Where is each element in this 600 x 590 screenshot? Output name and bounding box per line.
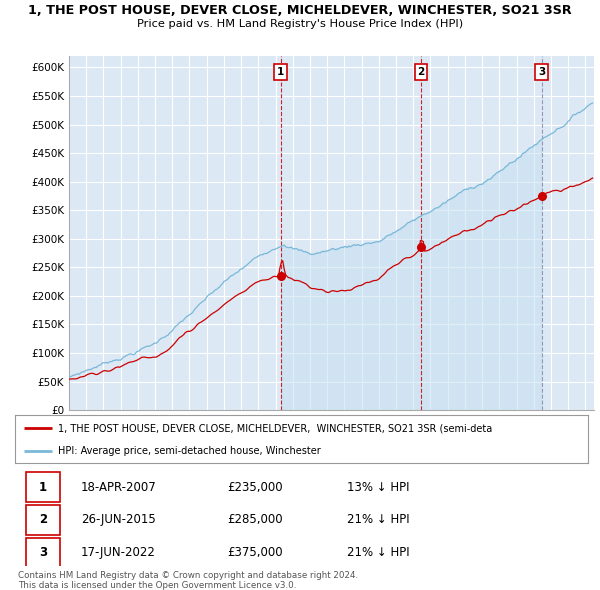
Text: 17-JUN-2022: 17-JUN-2022 [81,546,156,559]
Text: Contains HM Land Registry data © Crown copyright and database right 2024.
This d: Contains HM Land Registry data © Crown c… [18,571,358,590]
Text: 26-JUN-2015: 26-JUN-2015 [81,513,155,526]
Text: 2: 2 [39,513,47,526]
Text: 13% ↓ HPI: 13% ↓ HPI [347,481,410,494]
Text: HPI: Average price, semi-detached house, Winchester: HPI: Average price, semi-detached house,… [58,446,321,456]
Text: 1, THE POST HOUSE, DEVER CLOSE, MICHELDEVER, WINCHESTER, SO21 3SR: 1, THE POST HOUSE, DEVER CLOSE, MICHELDE… [28,4,572,17]
Text: 18-APR-2007: 18-APR-2007 [81,481,157,494]
FancyBboxPatch shape [26,505,59,535]
Text: 21% ↓ HPI: 21% ↓ HPI [347,546,410,559]
Text: £235,000: £235,000 [227,481,283,494]
Text: £285,000: £285,000 [227,513,283,526]
Text: 1, THE POST HOUSE, DEVER CLOSE, MICHELDEVER,  WINCHESTER, SO21 3SR (semi-deta: 1, THE POST HOUSE, DEVER CLOSE, MICHELDE… [58,423,492,433]
Text: 21% ↓ HPI: 21% ↓ HPI [347,513,410,526]
Text: 1: 1 [39,481,47,494]
Text: Price paid vs. HM Land Registry's House Price Index (HPI): Price paid vs. HM Land Registry's House … [137,19,463,29]
FancyBboxPatch shape [26,472,59,502]
Text: 2: 2 [418,67,425,77]
Text: 3: 3 [538,67,545,77]
Text: £375,000: £375,000 [227,546,283,559]
FancyBboxPatch shape [26,537,59,568]
Text: 3: 3 [39,546,47,559]
Text: 1: 1 [277,67,284,77]
